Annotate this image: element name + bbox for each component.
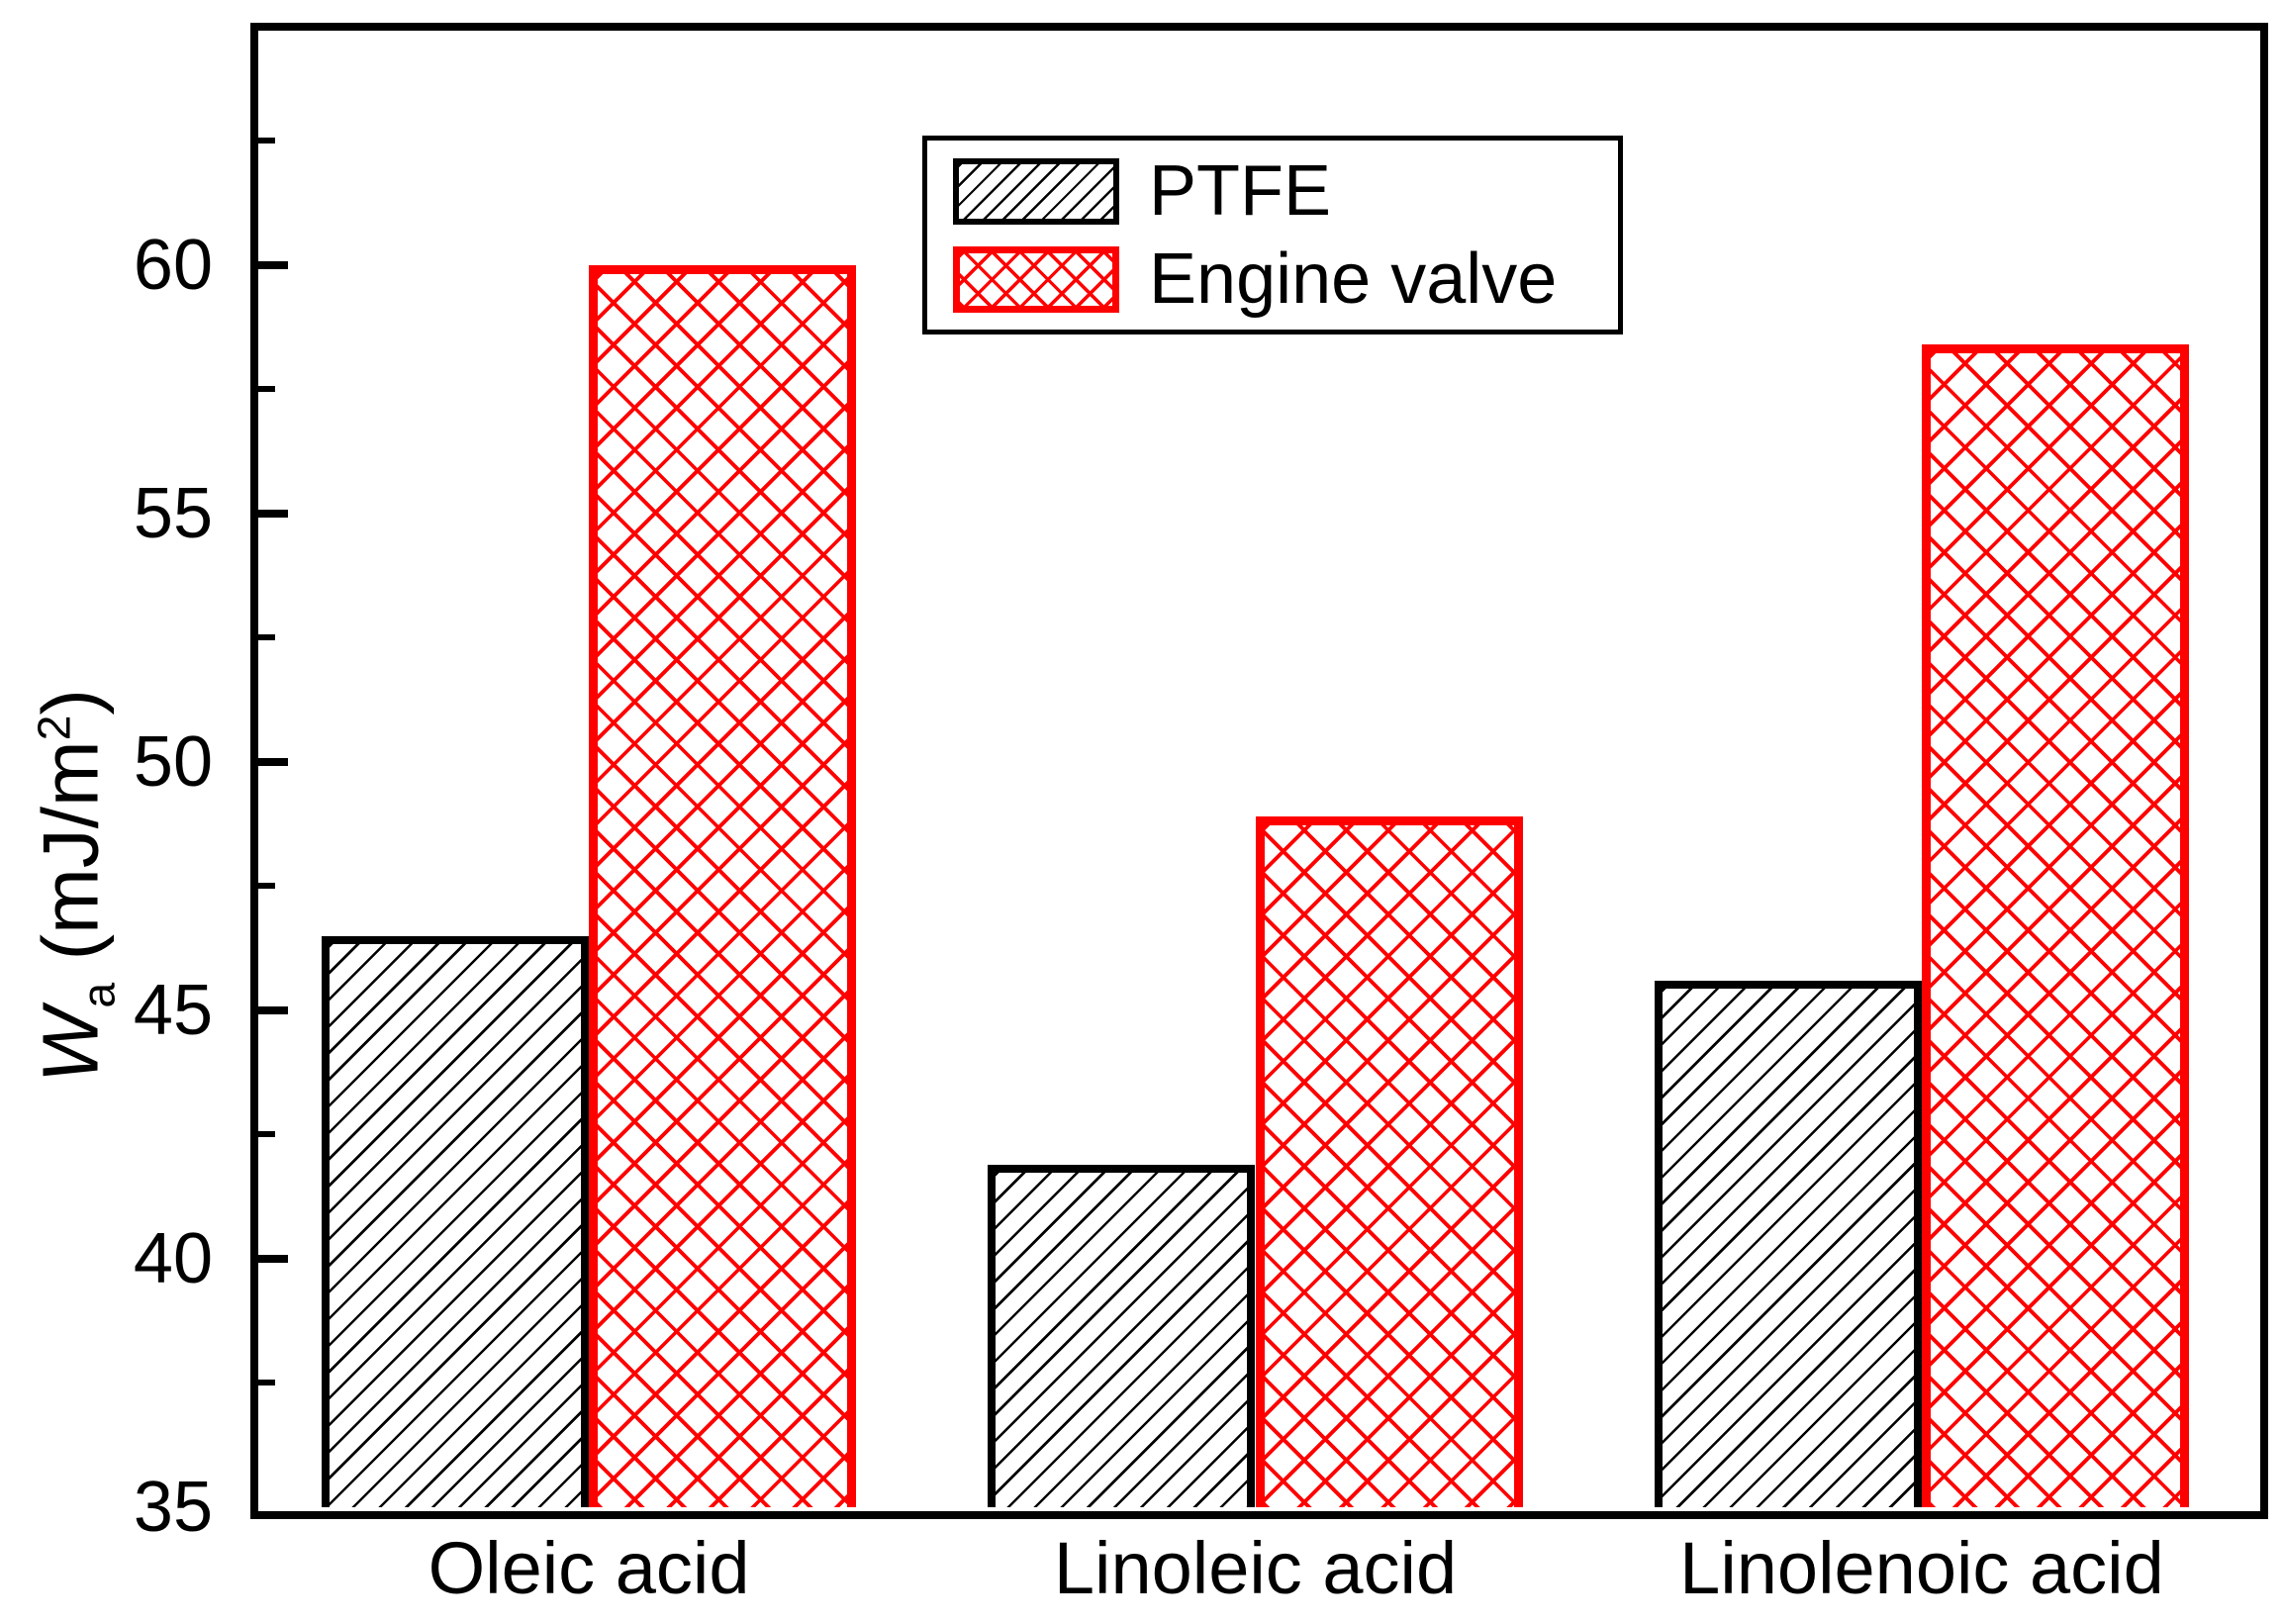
legend-swatch-ptfe-icon [953, 157, 1119, 225]
y-tick-major-45 [254, 1005, 288, 1014]
legend-label-engine-valve: Engine valve [1149, 239, 1558, 319]
bar-engine-valve-oleic-acid [589, 264, 857, 1507]
y-tick-minor-52-5 [254, 634, 275, 641]
y-tick-label-35: 35 [133, 1468, 213, 1547]
legend-label-ptfe: PTFE [1149, 151, 1332, 231]
y-tick-major-50 [254, 757, 288, 766]
x-category-label-linoleic-acid: Linoleic acid [1053, 1527, 1458, 1609]
y-axis-unit-close: ) [26, 688, 115, 716]
y-tick-label-60: 60 [133, 225, 213, 305]
y-tick-label-55: 55 [133, 473, 213, 553]
legend-swatch-engine-valve-icon [953, 245, 1119, 313]
y-tick-major-60 [254, 260, 288, 269]
x-category-label-oleic-acid: Oleic acid [428, 1527, 750, 1609]
bar-ptfe-oleic-acid [321, 935, 590, 1507]
y-tick-label-50: 50 [133, 721, 213, 802]
y-tick-minor-62-5 [254, 138, 275, 144]
y-tick-major-40 [254, 1254, 288, 1263]
legend-item-ptfe: PTFE [953, 153, 1618, 229]
legend: PTFE Engine valve [922, 136, 1623, 334]
plot-area [254, 27, 2256, 1507]
bar-engine-valve-linoleic-acid [1255, 816, 1523, 1507]
y-tick-minor-47-5 [254, 883, 275, 890]
y-tick-minor-37-5 [254, 1380, 275, 1386]
y-tick-minor-57-5 [254, 386, 275, 393]
y-tick-label-40: 40 [133, 1218, 213, 1298]
bar-ptfe-linolenoic-acid [1654, 980, 1922, 1507]
y-tick-label-45: 45 [133, 970, 213, 1050]
bar-engine-valve-linolenoic-acid [1921, 344, 2190, 1507]
bar-ptfe-linoleic-acid [988, 1164, 1256, 1507]
x-category-label-linolenoic-acid: Linolenoic acid [1679, 1527, 2164, 1609]
y-tick-major-55 [254, 509, 288, 518]
y-tick-minor-42-5 [254, 1131, 275, 1138]
legend-item-engine-valve: Engine valve [953, 241, 1618, 317]
